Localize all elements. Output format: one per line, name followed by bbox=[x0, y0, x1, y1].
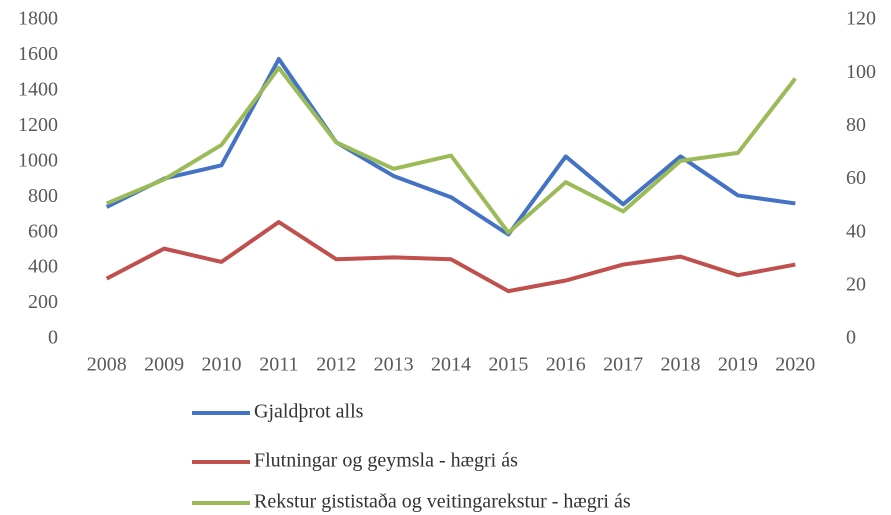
x-tick-label: 2009 bbox=[144, 354, 184, 376]
legend-label: Flutningar og geymsla - hægri ás bbox=[254, 450, 518, 472]
y-tick-label: 1000 bbox=[18, 149, 58, 171]
x-tick-label: 2018 bbox=[661, 354, 701, 376]
y-tick-label: 1800 bbox=[18, 8, 58, 30]
y2-tick-label: 120 bbox=[846, 8, 876, 30]
y-tick-label: 800 bbox=[28, 185, 58, 207]
x-tick-label: 2015 bbox=[488, 354, 528, 376]
legend: Gjaldþrot alls Flutningar og geymsla - hæ… bbox=[192, 401, 631, 513]
y2-tick-label: 80 bbox=[846, 114, 866, 136]
y-tick-label: 200 bbox=[28, 291, 58, 313]
y-tick-label: 600 bbox=[28, 220, 58, 242]
x-tick-label: 2016 bbox=[546, 354, 586, 376]
y2-tick-label: 100 bbox=[846, 61, 876, 83]
x-tick-label: 2012 bbox=[316, 354, 356, 376]
y-tick-label: 1200 bbox=[18, 114, 58, 136]
legend-label: Gjaldþrot alls bbox=[254, 401, 364, 423]
y2-tick-label: 40 bbox=[846, 220, 866, 242]
x-tick-label: 2011 bbox=[259, 354, 298, 376]
x-tick-label: 2020 bbox=[775, 354, 815, 376]
x-tick-label: 2013 bbox=[374, 354, 414, 376]
x-tick-label: 2008 bbox=[87, 354, 127, 376]
y2-tick-label: 0 bbox=[846, 327, 856, 349]
x-tick-label: 2010 bbox=[201, 354, 241, 376]
x-tick-label: 2019 bbox=[718, 354, 758, 376]
series-line bbox=[105, 220, 796, 294]
x-tick-label: 2014 bbox=[431, 354, 471, 376]
legend-label: Rekstur gististaða og veitingarekstur - … bbox=[254, 491, 631, 513]
y2-tick-label: 20 bbox=[846, 273, 866, 295]
y-tick-label: 1600 bbox=[18, 43, 58, 65]
y-tick-label: 400 bbox=[28, 256, 58, 278]
x-tick-label: 2017 bbox=[603, 354, 643, 376]
y2-tick-label: 60 bbox=[846, 167, 866, 189]
series-line bbox=[105, 56, 796, 237]
series-line bbox=[105, 65, 797, 235]
y-tick-label: 1400 bbox=[18, 78, 58, 100]
y-tick-label: 0 bbox=[48, 327, 58, 349]
